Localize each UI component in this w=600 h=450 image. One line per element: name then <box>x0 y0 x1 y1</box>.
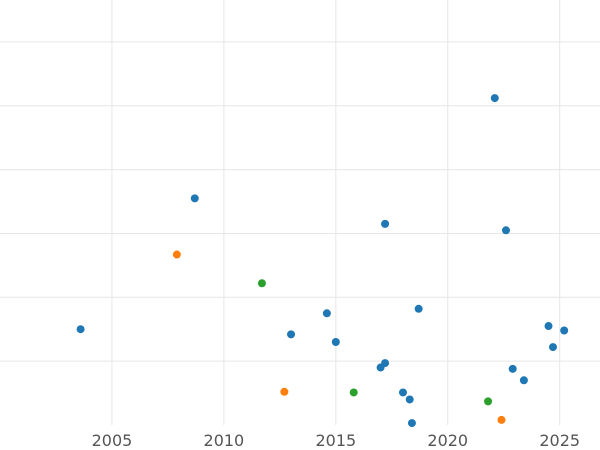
data-point <box>398 388 407 397</box>
data-point <box>349 388 358 397</box>
data-point <box>548 343 557 352</box>
data-point <box>381 219 390 228</box>
data-point <box>331 338 340 346</box>
data-point <box>484 397 493 406</box>
data-point <box>519 376 528 385</box>
data-point <box>490 94 499 103</box>
x-tick-label: 2005 <box>92 431 133 450</box>
data-point <box>544 322 553 331</box>
data-point <box>407 419 416 428</box>
data-points <box>76 94 569 428</box>
data-point <box>405 395 414 404</box>
data-point <box>414 304 423 313</box>
data-point <box>257 279 266 288</box>
data-point <box>501 226 510 235</box>
data-point <box>560 326 569 335</box>
x-tick-label: 2020 <box>427 431 468 450</box>
data-point <box>172 250 181 259</box>
data-point <box>322 309 331 318</box>
data-point <box>508 364 517 373</box>
data-point <box>381 359 390 368</box>
data-point <box>497 415 506 424</box>
grid-layer <box>0 0 600 425</box>
x-tick-label: 2015 <box>315 431 356 450</box>
x-tick-label: 2010 <box>204 431 245 450</box>
data-point <box>76 325 85 334</box>
data-point <box>190 194 199 203</box>
x-tick-labels: 2005 2010 2015 2020 2025 <box>92 431 580 450</box>
data-point <box>287 330 296 339</box>
x-tick-label: 2025 <box>539 431 580 450</box>
data-point <box>280 387 289 396</box>
